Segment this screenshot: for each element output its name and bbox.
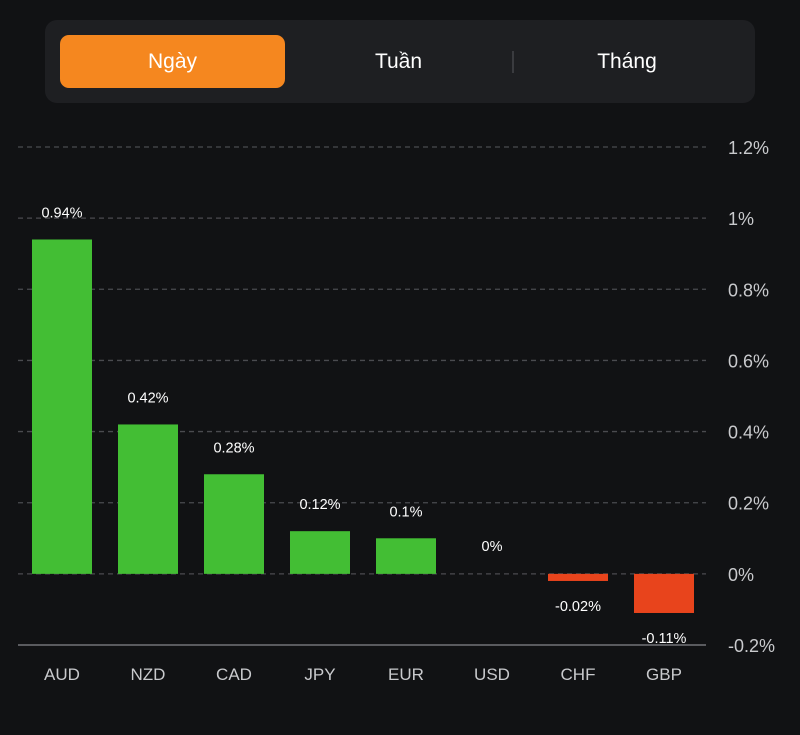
data-label: 0.94%	[41, 205, 82, 221]
y-tick-label: 0.6%	[728, 351, 769, 371]
y-tick-label: -0.2%	[728, 636, 775, 656]
data-label: 0.12%	[299, 497, 340, 513]
bar-aud	[32, 239, 92, 574]
data-label: 0.1%	[389, 504, 422, 520]
bar-eur	[376, 538, 436, 574]
data-label: 0%	[482, 539, 503, 555]
y-tick-label: 0.8%	[728, 280, 769, 300]
x-tick-label: USD	[474, 665, 510, 684]
y-tick-label: 0%	[728, 565, 754, 585]
data-label: 0.28%	[213, 440, 254, 456]
y-tick-label: 1%	[728, 209, 754, 229]
y-tick-label: 0.2%	[728, 494, 769, 514]
x-tick-label: AUD	[44, 665, 80, 684]
bar-nzd	[118, 424, 178, 574]
tab-divider	[512, 51, 514, 73]
data-label: -0.02%	[555, 599, 601, 615]
x-tick-label: GBP	[646, 665, 682, 684]
data-label: 0.42%	[127, 390, 168, 406]
bar-gbp	[634, 573, 694, 613]
y-tick-label: 1.2%	[728, 138, 769, 158]
bar-chf	[548, 573, 608, 581]
data-label: -0.11%	[642, 631, 687, 647]
bar-jpy	[290, 531, 350, 574]
period-segmented-control: Ngày Tuần Tháng	[45, 20, 755, 103]
x-tick-label: EUR	[388, 665, 424, 684]
x-tick-label: CAD	[216, 665, 252, 684]
y-tick-label: 0.4%	[728, 423, 769, 443]
tab-week[interactable]: Tuần	[374, 49, 423, 73]
tab-day[interactable]: Ngày	[60, 35, 285, 88]
tab-month[interactable]: Tháng	[597, 49, 657, 73]
x-tick-label: NZD	[131, 665, 166, 684]
bar-cad	[204, 474, 264, 574]
x-tick-label: CHF	[561, 665, 596, 684]
x-tick-label: JPY	[304, 665, 335, 684]
